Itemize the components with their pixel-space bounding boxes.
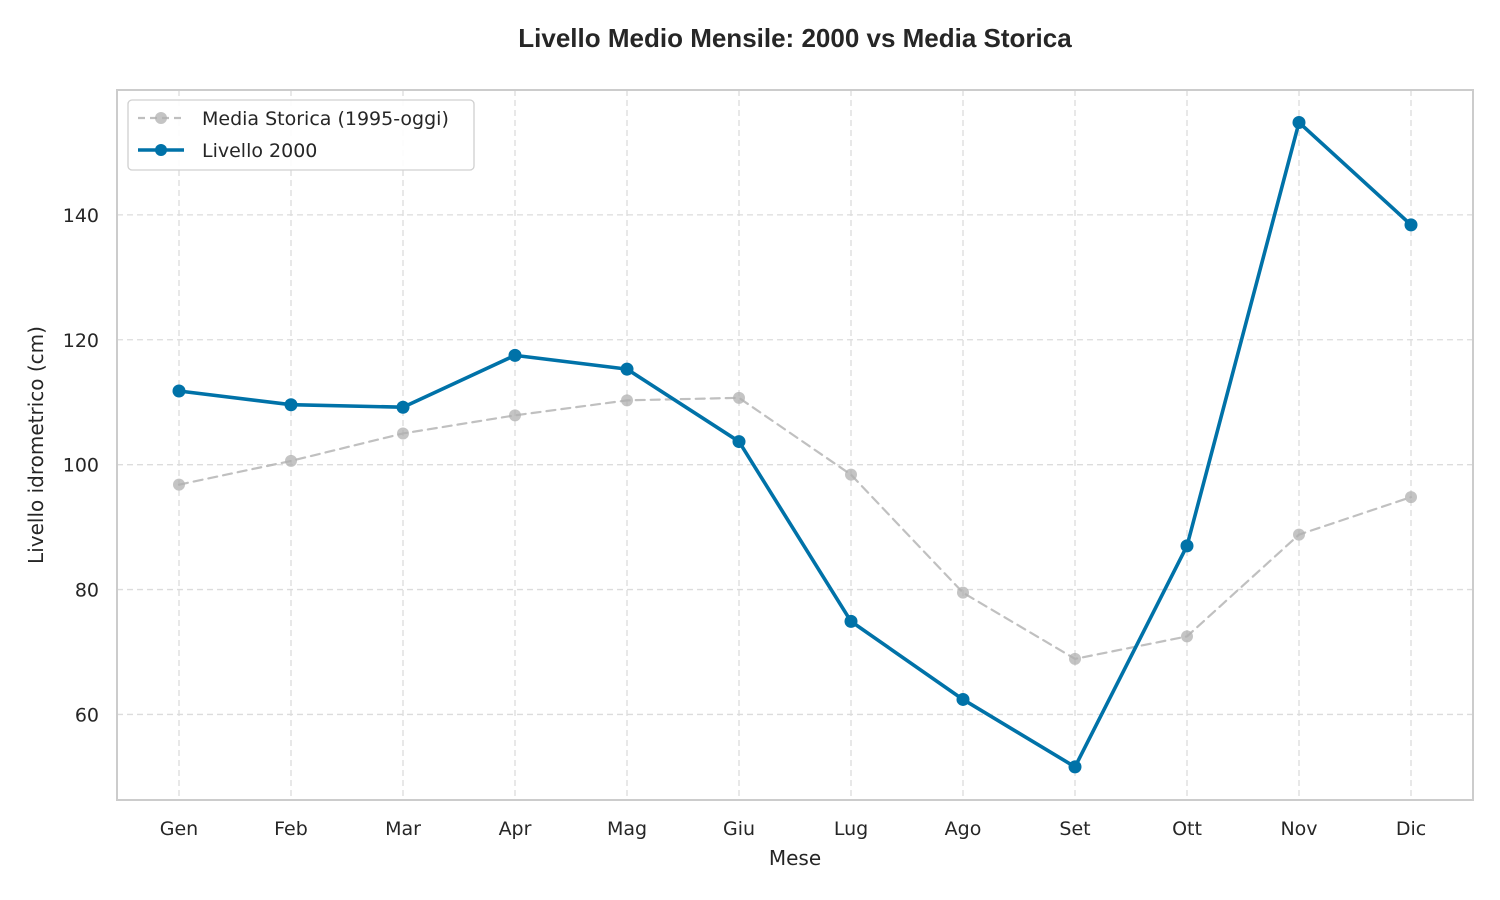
plot-frame	[116, 89, 1474, 801]
x-tick-label-set: Set	[1059, 818, 1090, 840]
data-point-livello-2000-feb	[284, 398, 298, 412]
y-tick-label-60: 60	[75, 704, 99, 726]
data-point-livello-2000-set	[1068, 760, 1082, 774]
legend-marker-media-storica	[155, 112, 167, 124]
data-point-media-storica-1995-oggi-lug	[845, 468, 857, 481]
data-point-media-storica-1995-oggi-feb	[285, 454, 297, 467]
y-tick-label-80: 80	[75, 580, 99, 602]
data-point-livello-2000-giu	[732, 435, 746, 449]
data-point-livello-2000-ott	[1180, 539, 1194, 553]
data-point-media-storica-1995-oggi-giu	[733, 391, 745, 404]
chart-title: Livello Medio Mensile: 2000 vs Media Sto…	[518, 23, 1072, 53]
data-point-media-storica-1995-oggi-ott	[1181, 630, 1193, 643]
legend: Media Storica (1995-oggi) Livello 2000	[127, 99, 475, 171]
x-tick-label-mar: Mar	[385, 818, 421, 840]
y-tick-label-140: 140	[63, 205, 99, 227]
y-tick-label-120: 120	[63, 330, 99, 352]
series-livello-2000	[172, 115, 1418, 774]
data-point-media-storica-1995-oggi-set	[1069, 652, 1081, 665]
data-point-livello-2000-mar	[396, 400, 410, 414]
x-axis-label: Mese	[769, 846, 821, 870]
data-point-livello-2000-lug	[844, 614, 858, 628]
data-point-media-storica-1995-oggi-dic	[1405, 491, 1417, 504]
data-point-media-storica-1995-oggi-gen	[173, 478, 185, 491]
data-point-livello-2000-dic	[1404, 218, 1418, 232]
x-tick-label-giu: Giu	[723, 818, 755, 840]
y-tick-label-100: 100	[63, 455, 99, 477]
x-tick-label-gen: Gen	[160, 818, 198, 840]
grid	[117, 90, 1473, 800]
y-tick-labels: 60 80 100 120 140	[63, 205, 99, 727]
data-point-livello-2000-ago	[956, 692, 970, 706]
data-point-livello-2000-gen	[172, 384, 186, 398]
series-line-media-storica-1995-oggi	[177, 396, 1413, 660]
data-point-livello-2000-nov	[1292, 115, 1306, 129]
data-point-media-storica-1995-oggi-nov	[1293, 528, 1305, 541]
x-tick-label-lug: Lug	[834, 818, 868, 840]
series-media-storica-1995-oggi	[173, 391, 1417, 665]
x-tick-label-apr: Apr	[499, 818, 532, 840]
x-tick-label-dic: Dic	[1396, 818, 1426, 840]
legend-frame	[127, 99, 475, 171]
x-tick-label-nov: Nov	[1280, 818, 1317, 840]
x-tick-label-mag: Mag	[607, 818, 647, 840]
x-tick-label-ott: Ott	[1172, 818, 1202, 840]
data-point-media-storica-1995-oggi-apr	[509, 409, 521, 422]
legend-label-media-storica: Media Storica (1995-oggi)	[202, 108, 449, 130]
data-point-livello-2000-apr	[508, 348, 522, 362]
series-line-livello-2000	[177, 120, 1413, 769]
series-group	[172, 115, 1418, 774]
data-point-media-storica-1995-oggi-mag	[621, 394, 633, 407]
data-point-media-storica-1995-oggi-ago	[957, 586, 969, 599]
x-tick-label-ago: Ago	[945, 818, 982, 840]
data-point-media-storica-1995-oggi-mar	[397, 427, 409, 440]
x-tick-labels: Gen Feb Mar Apr Mag Giu Lug Ago Set Ott Nov Dic	[160, 818, 1426, 840]
legend-label-livello-2000: Livello 2000	[202, 140, 317, 162]
y-axis-label: Livello idrometrico (cm)	[24, 326, 48, 564]
legend-marker-livello-2000	[155, 144, 167, 156]
x-tick-label-feb: Feb	[274, 818, 308, 840]
data-point-livello-2000-mag	[620, 362, 634, 376]
